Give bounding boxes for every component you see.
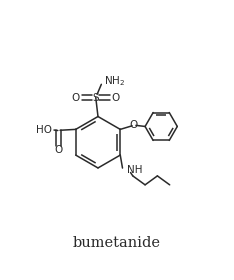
Text: bumetanide: bumetanide (73, 236, 161, 250)
Text: O: O (72, 92, 80, 102)
Text: NH$_2$: NH$_2$ (104, 74, 126, 88)
Text: O: O (112, 92, 120, 102)
Text: O: O (129, 120, 137, 130)
Text: O: O (55, 145, 63, 155)
Text: NH: NH (127, 165, 143, 175)
Text: S: S (92, 92, 99, 102)
Text: HO: HO (36, 125, 52, 135)
